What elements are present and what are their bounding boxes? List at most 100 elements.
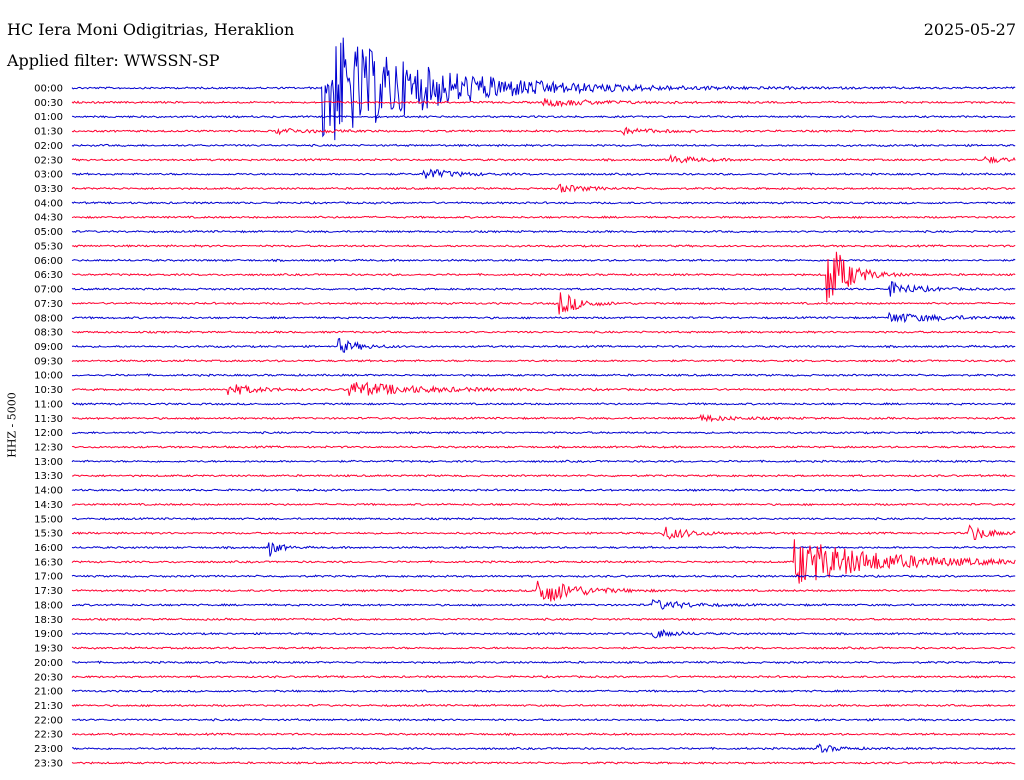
trace-0830 [71, 330, 1016, 334]
trace-1800 [72, 599, 1016, 610]
trace-1030 [71, 381, 1016, 396]
row-label: 01:30 [34, 127, 63, 138]
row-label: 03:30 [34, 184, 63, 195]
trace-2200 [71, 718, 1016, 722]
row-label: 19:30 [34, 644, 63, 655]
trace-1900 [71, 628, 1016, 639]
row-label: 22:30 [34, 730, 63, 741]
row-label: 15:30 [34, 529, 63, 540]
row-label: 10:30 [34, 385, 63, 396]
trace-0100 [71, 114, 1016, 119]
row-label: 01:00 [34, 112, 63, 123]
trace-0430 [71, 215, 1016, 220]
trace-2300 [72, 743, 1016, 753]
trace-1630 [71, 539, 1016, 584]
row-label: 14:30 [34, 500, 63, 511]
row-label: 11:30 [34, 414, 63, 425]
trace-0230 [71, 153, 1016, 165]
trace-1830 [71, 617, 1016, 622]
trace-2330 [71, 761, 1016, 765]
row-label: 11:00 [34, 399, 63, 410]
trace-0530 [71, 244, 1016, 248]
trace-0600 [71, 258, 1016, 263]
trace-0730 [71, 292, 1016, 315]
trace-2030 [71, 674, 1016, 679]
station-title: HC Iera Moni Odigitrias, Heraklion [7, 20, 295, 39]
row-label: 17:00 [34, 572, 63, 583]
row-label: 19:00 [34, 629, 63, 640]
trace-1500 [71, 517, 1016, 521]
trace-1100 [71, 402, 1016, 406]
row-label: 03:00 [34, 170, 63, 181]
row-label: 20:30 [34, 672, 63, 683]
trace-1000 [71, 373, 1016, 377]
trace-1600 [71, 542, 1016, 557]
trace-0630 [71, 251, 1016, 303]
trace-1430 [71, 502, 1016, 507]
row-label: 16:30 [34, 557, 63, 568]
trace-1400 [71, 488, 1016, 492]
trace-1530 [71, 524, 1016, 541]
row-label: 22:00 [34, 715, 63, 726]
row-label: 10:00 [34, 371, 63, 382]
trace-1730 [71, 580, 1016, 602]
row-label: 12:00 [34, 428, 63, 439]
row-label: 16:00 [34, 543, 63, 554]
row-label: 08:30 [34, 328, 63, 339]
row-label: 17:30 [34, 586, 63, 597]
trace-0700 [71, 281, 1016, 297]
row-label: 15:00 [34, 514, 63, 525]
trace-0000 [71, 37, 1016, 141]
trace-1300 [71, 459, 1016, 464]
row-label: 23:00 [34, 744, 63, 755]
row-label: 02:00 [34, 141, 63, 152]
row-label: 20:00 [34, 658, 63, 669]
trace-0400 [71, 201, 1016, 205]
row-label: 14:00 [34, 486, 63, 497]
trace-0500 [71, 229, 1016, 234]
row-label: 04:30 [34, 213, 63, 224]
row-label: 02:30 [34, 155, 63, 166]
row-labels: 00:00 00:30 01:00 01:30 02:00 02:30 03:00 03:30… [34, 84, 63, 770]
row-label: 05:30 [34, 241, 63, 252]
row-label: 04:00 [34, 198, 63, 209]
row-label: 09:00 [34, 342, 63, 353]
trace-0930 [71, 359, 1016, 363]
trace-0130 [71, 126, 1016, 137]
trace-1200 [71, 430, 1016, 435]
row-label: 07:30 [34, 299, 63, 310]
trace-1130 [71, 413, 1016, 423]
trace-2000 [71, 660, 1016, 665]
trace-0200 [71, 143, 1016, 148]
row-label: 08:00 [34, 313, 63, 324]
date-label: 2025-05-27 [923, 20, 1016, 39]
row-label: 09:30 [34, 356, 63, 367]
trace-1700 [71, 574, 1016, 578]
row-label: 13:30 [34, 471, 63, 482]
row-label: 21:00 [34, 687, 63, 698]
row-label: 06:30 [34, 270, 63, 281]
trace-0330 [71, 183, 1016, 193]
row-label: 23:30 [34, 758, 63, 769]
row-label: 18:00 [34, 600, 63, 611]
trace-0800 [71, 311, 1016, 324]
trace-2230 [71, 732, 1016, 737]
trace-0030 [71, 98, 1016, 108]
row-label: 06:00 [34, 256, 63, 267]
trace-2100 [71, 689, 1016, 693]
row-label: 07:00 [34, 285, 63, 296]
row-label: 00:00 [34, 84, 63, 95]
row-label: 21:30 [34, 701, 63, 712]
trace-1230 [71, 445, 1016, 449]
traces [71, 37, 1016, 765]
row-label: 12:30 [34, 443, 63, 454]
row-label: 13:00 [34, 457, 63, 468]
trace-0300 [71, 168, 1016, 179]
trace-0900 [71, 337, 1016, 353]
row-label: 00:30 [34, 98, 63, 109]
row-label: 05:00 [34, 227, 63, 238]
row-label: 18:30 [34, 615, 63, 626]
trace-1930 [71, 646, 1016, 650]
filter-label: Applied filter: WWSSN-SP [7, 51, 220, 70]
